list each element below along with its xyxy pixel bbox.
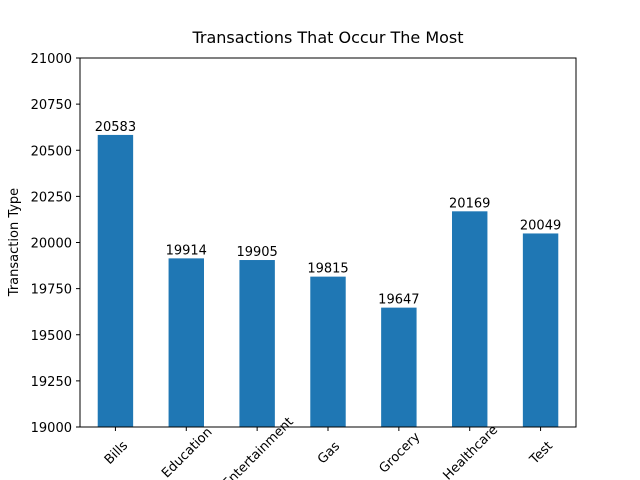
bar — [522, 233, 559, 427]
y-tick-label: 20500 — [31, 144, 72, 159]
bar — [310, 276, 346, 427]
value-label: 19905 — [236, 245, 277, 260]
value-label: 20169 — [449, 196, 490, 211]
y-axis-label: Transaction Type — [7, 188, 22, 297]
value-label: 19914 — [166, 243, 207, 258]
y-tick-label: 19500 — [31, 329, 72, 344]
y-tick-label: 21000 — [31, 52, 72, 67]
x-tick-label: Grocery — [376, 429, 423, 476]
bar — [239, 260, 275, 427]
x-tick-label: Bills — [102, 438, 132, 468]
y-tick-label: 20750 — [31, 98, 72, 113]
x-tick-label: Test — [527, 439, 556, 468]
x-tick-label: Healthcare — [440, 423, 501, 480]
bar — [452, 211, 488, 427]
chart-title: Transactions That Occur The Most — [191, 28, 463, 47]
y-tick-label: 19250 — [31, 375, 72, 390]
value-label: 19647 — [378, 293, 419, 308]
y-tick-label: 19000 — [31, 421, 72, 436]
bar — [381, 307, 417, 427]
x-tick-label: Gas — [315, 439, 343, 467]
value-label: 20049 — [520, 218, 561, 233]
y-tick-label: 19750 — [31, 283, 72, 298]
plot-frame — [79, 57, 577, 428]
y-tick-label: 20000 — [31, 237, 72, 252]
value-label: 19815 — [307, 262, 348, 277]
bar — [97, 134, 134, 427]
x-tick-label: Education — [159, 425, 215, 480]
y-tick-label: 20250 — [31, 190, 72, 205]
bar — [168, 258, 204, 427]
value-label: 20583 — [95, 120, 136, 135]
